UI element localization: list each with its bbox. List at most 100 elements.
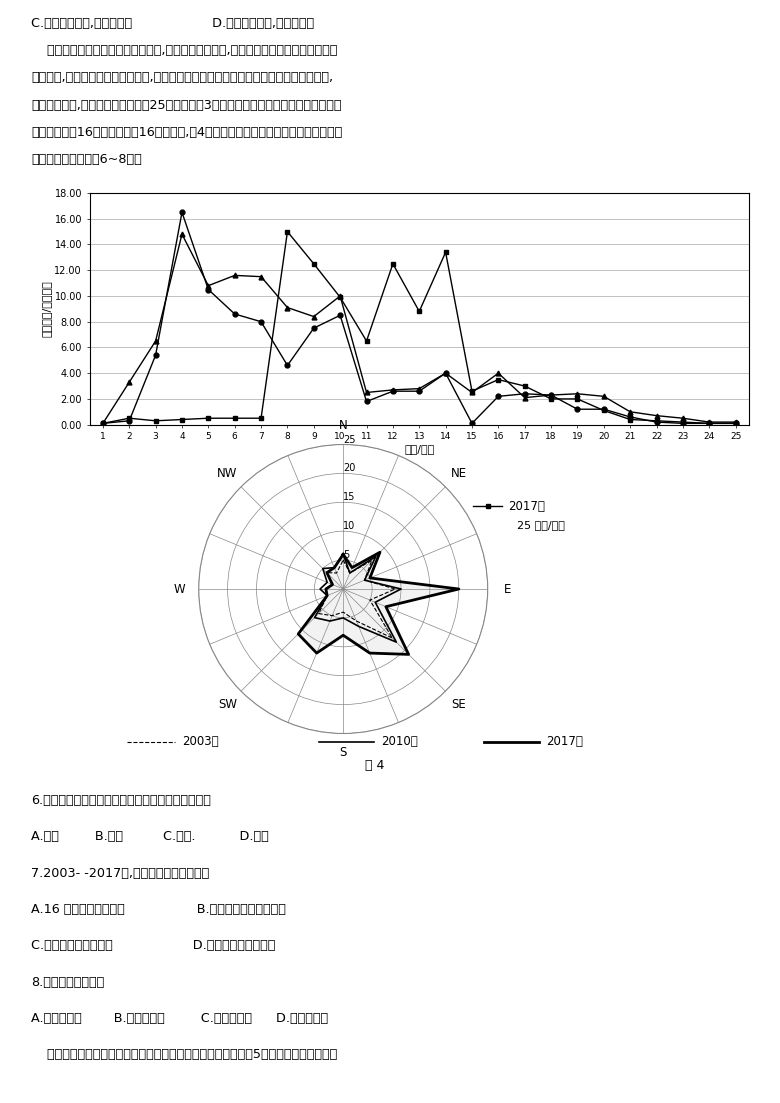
2010年 bbox=[652, 409, 661, 422]
2017年 bbox=[599, 404, 608, 417]
Text: A.河流         B.铁路          C.山脉.           D.公路: A.河流 B.铁路 C.山脉. D.公路 bbox=[31, 831, 269, 844]
2003年 bbox=[339, 554, 348, 567]
Polygon shape bbox=[298, 553, 459, 654]
2003年 bbox=[704, 417, 714, 430]
2003年 bbox=[125, 414, 134, 427]
2017年 bbox=[704, 417, 714, 430]
Text: A.呈扩散状态        B.呈集聚状态         C.扩散中集聚      D.向远郊迁移: A.呈扩散状态 B.呈集聚状态 C.扩散中集聚 D.向远郊迁移 bbox=[31, 1013, 328, 1025]
2010年 bbox=[339, 611, 348, 624]
2003年 bbox=[415, 385, 424, 398]
2017年 bbox=[328, 578, 337, 591]
Text: 当山体达到一定高度时出现的森林分布上限称为高山林线。图5为我国局部区域高山林: 当山体达到一定高度时出现的森林分布上限称为高山林线。图5为我国局部区域高山林 bbox=[31, 1048, 338, 1061]
X-axis label: 圈层/千米: 圈层/千米 bbox=[404, 445, 434, 454]
2017年 bbox=[151, 414, 161, 427]
2010年 bbox=[325, 614, 335, 628]
2010年 bbox=[626, 405, 635, 418]
2010年 bbox=[339, 548, 348, 561]
2010年 bbox=[360, 574, 369, 587]
2003年 bbox=[352, 614, 361, 628]
2003年 bbox=[204, 283, 213, 297]
2003年 bbox=[332, 566, 341, 579]
2010年 bbox=[151, 334, 161, 347]
2017年 bbox=[467, 385, 477, 398]
2017年 bbox=[339, 548, 348, 561]
2003年 bbox=[314, 607, 324, 620]
2017年 bbox=[494, 373, 503, 386]
Line: 2017年: 2017年 bbox=[298, 553, 459, 654]
2010年 bbox=[354, 620, 363, 633]
2017年 bbox=[362, 334, 371, 347]
2010年 bbox=[346, 566, 355, 579]
2010年 bbox=[257, 270, 266, 283]
2017年 bbox=[365, 646, 374, 660]
2017年 bbox=[454, 582, 463, 596]
Text: C.东南和西北方向显著                    D.西南和东北方向最快: C.东南和西北方向显著 D.西南和东北方向最快 bbox=[31, 940, 275, 952]
Legend: 2003年, 2010年, 2017年: 2003年, 2010年, 2017年 bbox=[289, 495, 550, 518]
2010年 bbox=[322, 576, 332, 589]
2003年 bbox=[230, 308, 239, 321]
2010年 bbox=[441, 366, 450, 379]
2010年 bbox=[371, 549, 381, 563]
2017年 bbox=[365, 571, 374, 585]
2003年 bbox=[328, 609, 337, 622]
2010年 bbox=[362, 386, 371, 399]
2003年 bbox=[322, 566, 332, 579]
2010年 bbox=[335, 289, 345, 302]
Text: 区域附近,随着振兴东北战略的实施,工业空间布局不断发生变化。以城市核心区域为中心,: 区域附近,随着振兴东北战略的实施,工业空间布局不断发生变化。以城市核心区域为中心… bbox=[31, 72, 333, 85]
2017年 bbox=[125, 411, 134, 425]
2003年 bbox=[388, 385, 398, 398]
2003年 bbox=[339, 606, 348, 619]
2003年 bbox=[257, 315, 266, 329]
2010年 bbox=[204, 279, 213, 292]
2017年 bbox=[441, 246, 450, 259]
2003年 bbox=[282, 358, 292, 372]
2010年 bbox=[339, 548, 348, 561]
2010年 bbox=[731, 416, 740, 429]
2003年 bbox=[652, 416, 661, 429]
2003年 bbox=[599, 403, 608, 416]
Text: 2017年: 2017年 bbox=[546, 736, 583, 748]
2003年 bbox=[151, 349, 161, 362]
2010年 bbox=[396, 582, 406, 596]
2017年 bbox=[335, 291, 345, 304]
2017年 bbox=[177, 413, 186, 426]
2003年 bbox=[626, 410, 635, 424]
Text: 8.哈尔滨市工业空间: 8.哈尔滨市工业空间 bbox=[31, 976, 105, 988]
2017年 bbox=[375, 546, 385, 559]
2017年 bbox=[339, 629, 348, 642]
2010年 bbox=[678, 411, 688, 425]
2010年 bbox=[388, 383, 398, 396]
2017年 bbox=[322, 589, 332, 602]
2003年 bbox=[546, 388, 555, 401]
2003年 bbox=[309, 322, 318, 335]
2003年 bbox=[367, 554, 377, 567]
2017年 bbox=[520, 379, 530, 393]
Text: 哈尔滨市地处东北平原的松花江畔,是我国老工业城市,原有工业区主要集中在城市核心: 哈尔滨市地处东北平原的松花江畔,是我国老工业城市,原有工业区主要集中在城市核心 bbox=[31, 44, 338, 57]
Text: 以千米为单位,将哈尔滨市区划分为25个圈层。图3示意不同时间哈尔滨市各圈层工业空间: 以千米为单位,将哈尔滨市区划分为25个圈层。图3示意不同时间哈尔滨市各圈层工业空… bbox=[31, 98, 342, 111]
2017年 bbox=[678, 416, 688, 429]
Line: 2010年: 2010年 bbox=[314, 555, 401, 642]
2003年 bbox=[467, 417, 477, 430]
2003年 bbox=[441, 366, 450, 379]
2017年 bbox=[546, 393, 555, 406]
2003年 bbox=[346, 566, 355, 579]
2010年 bbox=[125, 375, 134, 388]
2003年 bbox=[678, 417, 688, 430]
Text: 方位变化。据此完成6~8题。: 方位变化。据此完成6~8题。 bbox=[31, 153, 142, 167]
2017年 bbox=[404, 647, 413, 661]
2017年 bbox=[626, 413, 635, 426]
2017年 bbox=[204, 411, 213, 425]
2010年 bbox=[599, 389, 608, 403]
2010年 bbox=[573, 387, 582, 400]
2010年 bbox=[177, 227, 186, 240]
2017年 bbox=[282, 225, 292, 238]
2003年 bbox=[573, 403, 582, 416]
Text: 2010年: 2010年 bbox=[381, 736, 418, 748]
2003年 bbox=[388, 631, 397, 644]
2010年 bbox=[520, 390, 530, 404]
2010年 bbox=[370, 596, 380, 609]
2003年 bbox=[391, 582, 400, 596]
2003年 bbox=[177, 206, 186, 219]
2003年 bbox=[335, 309, 345, 322]
2017年 bbox=[330, 561, 339, 575]
